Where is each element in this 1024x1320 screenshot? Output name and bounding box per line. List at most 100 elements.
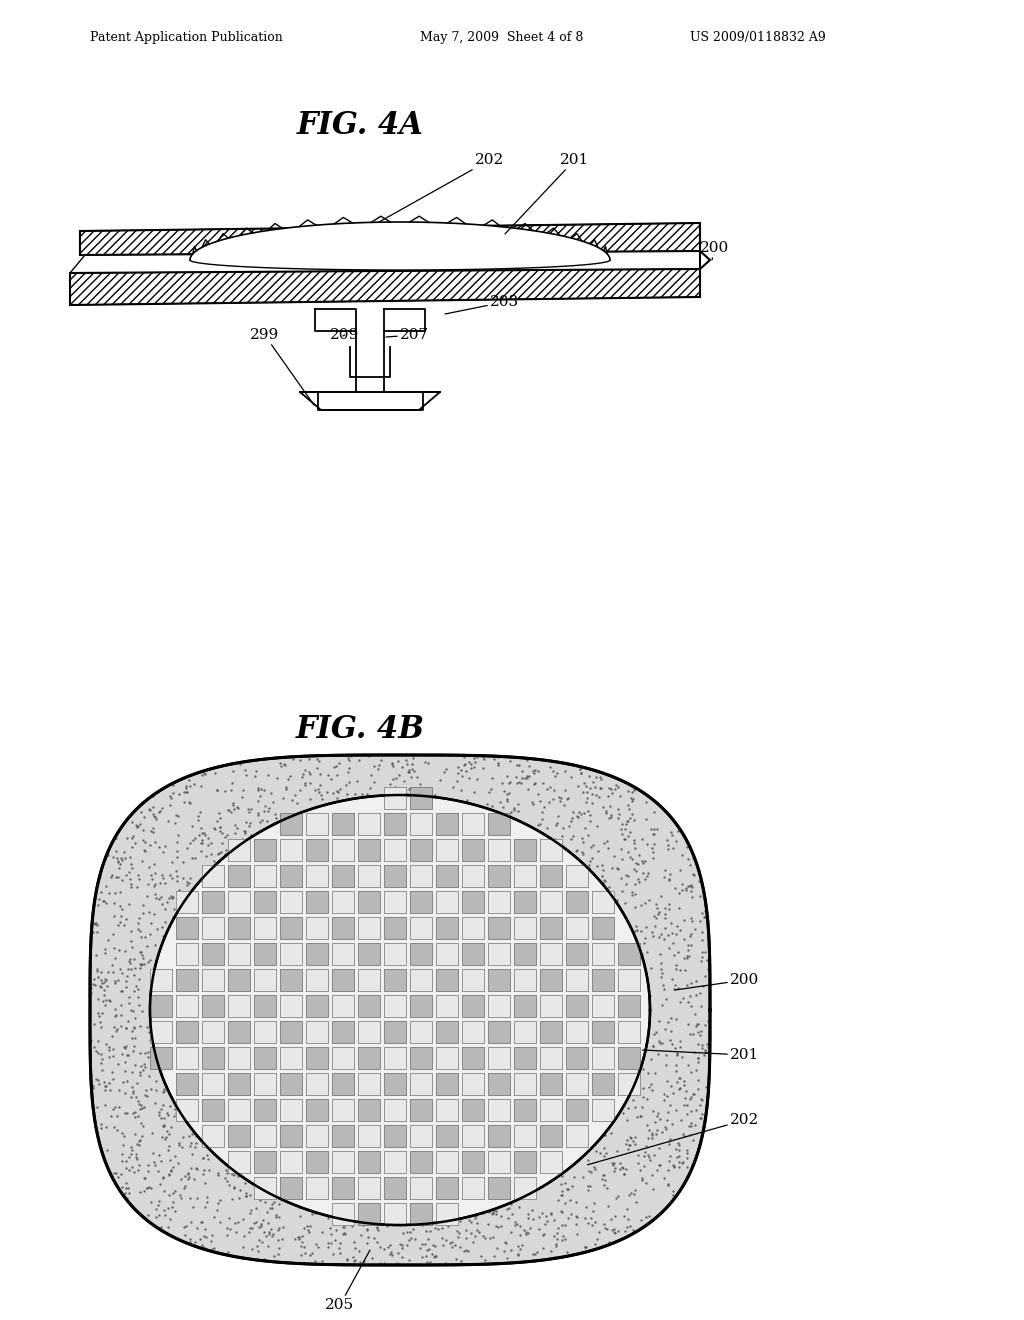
Bar — [280, 942, 302, 965]
Bar — [436, 917, 458, 939]
Bar — [410, 1020, 432, 1043]
Bar — [566, 1125, 588, 1147]
Text: 200: 200 — [675, 973, 759, 990]
Bar — [280, 813, 302, 836]
Bar — [332, 840, 354, 861]
Bar — [332, 995, 354, 1016]
Bar — [410, 1151, 432, 1173]
Bar — [540, 1151, 562, 1173]
Polygon shape — [300, 392, 440, 411]
Bar — [384, 917, 406, 939]
Bar — [280, 840, 302, 861]
Bar — [306, 1125, 328, 1147]
Bar — [280, 1125, 302, 1147]
Bar — [592, 1100, 614, 1121]
Bar — [358, 1177, 380, 1199]
Bar — [384, 1203, 406, 1225]
Bar — [618, 1020, 640, 1043]
Bar — [280, 942, 302, 965]
Bar — [358, 995, 380, 1016]
Bar — [306, 917, 328, 939]
Bar — [176, 1100, 198, 1121]
Bar — [618, 1020, 640, 1043]
Bar — [462, 969, 484, 991]
Bar — [332, 942, 354, 965]
Bar — [358, 1073, 380, 1096]
Bar — [488, 865, 510, 887]
Bar — [384, 1100, 406, 1121]
Bar — [436, 1020, 458, 1043]
Bar — [488, 917, 510, 939]
Bar — [384, 969, 406, 991]
Bar — [410, 813, 432, 836]
Bar — [306, 1073, 328, 1096]
Bar — [306, 1177, 328, 1199]
Bar — [332, 865, 354, 887]
Bar — [540, 891, 562, 913]
Bar — [306, 1177, 328, 1199]
Bar — [332, 1151, 354, 1173]
Bar — [462, 1073, 484, 1096]
Bar — [618, 969, 640, 991]
Bar — [254, 1047, 276, 1069]
Bar — [228, 1100, 250, 1121]
Bar — [254, 969, 276, 991]
Bar — [306, 969, 328, 991]
Polygon shape — [384, 309, 425, 331]
Bar — [540, 840, 562, 861]
Bar — [488, 1151, 510, 1173]
Bar — [566, 969, 588, 991]
Bar — [280, 917, 302, 939]
Bar — [514, 969, 536, 991]
Bar — [488, 840, 510, 861]
Bar — [514, 1047, 536, 1069]
Bar — [514, 1073, 536, 1096]
Bar — [488, 813, 510, 836]
Bar — [280, 891, 302, 913]
Bar — [462, 813, 484, 836]
Bar — [540, 1125, 562, 1147]
Bar — [384, 813, 406, 836]
Bar — [384, 1125, 406, 1147]
Bar — [384, 787, 406, 809]
Bar — [228, 969, 250, 991]
Bar — [332, 1177, 354, 1199]
Bar — [332, 1047, 354, 1069]
Bar — [488, 995, 510, 1016]
Bar — [566, 865, 588, 887]
Bar — [592, 917, 614, 939]
Text: 201: 201 — [505, 153, 589, 234]
Polygon shape — [190, 222, 610, 271]
Bar — [410, 840, 432, 861]
Bar — [462, 840, 484, 861]
Bar — [228, 1125, 250, 1147]
Bar — [488, 1100, 510, 1121]
Bar — [358, 1020, 380, 1043]
Bar — [306, 891, 328, 913]
Polygon shape — [70, 269, 700, 305]
Bar — [488, 1125, 510, 1147]
Bar — [436, 1151, 458, 1173]
Bar — [462, 1177, 484, 1199]
Bar — [514, 840, 536, 861]
Bar — [436, 840, 458, 861]
Bar — [332, 813, 354, 836]
Bar — [176, 1100, 198, 1121]
Bar — [332, 1100, 354, 1121]
Bar — [150, 969, 172, 991]
Bar — [514, 1020, 536, 1043]
Bar — [410, 917, 432, 939]
Bar — [462, 1100, 484, 1121]
Bar — [488, 942, 510, 965]
Polygon shape — [90, 755, 710, 1265]
Bar — [462, 1177, 484, 1199]
Bar — [514, 1020, 536, 1043]
Bar — [488, 969, 510, 991]
Bar — [540, 995, 562, 1016]
Bar — [254, 1020, 276, 1043]
Bar — [280, 1151, 302, 1173]
Text: 207: 207 — [386, 327, 429, 342]
Bar — [306, 942, 328, 965]
Bar — [254, 1100, 276, 1121]
Bar — [176, 942, 198, 965]
